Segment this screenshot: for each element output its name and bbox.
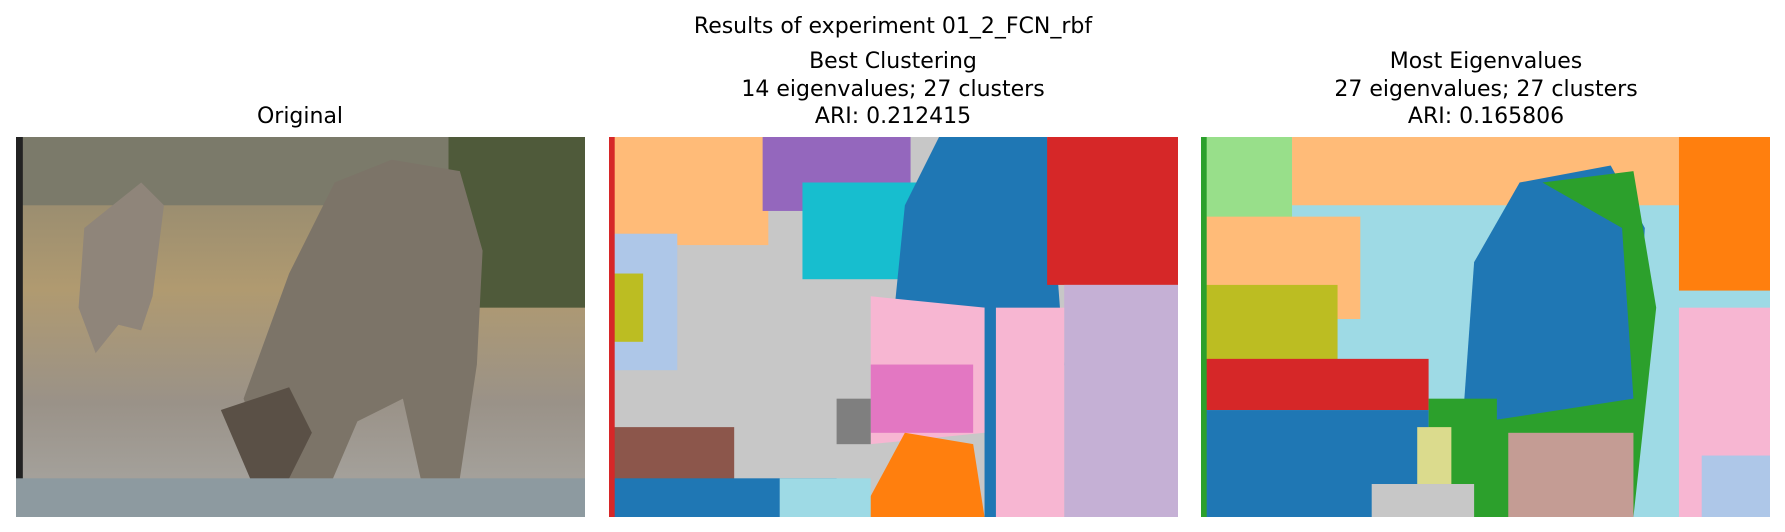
clustering-image — [609, 137, 1178, 517]
panel-title: 27 eigenvalues; 27 clusters — [1334, 77, 1637, 102]
original-image — [16, 137, 585, 517]
panel-title: Most Eigenvalues — [1390, 49, 1583, 74]
figure-title: Results of experiment 01_2_FCN_rbf — [694, 14, 1093, 39]
panel-title: 14 eigenvalues; 27 clusters — [741, 77, 1044, 102]
panel-title: Best Clustering — [809, 49, 977, 74]
clustering-image — [1201, 137, 1770, 517]
panel-title: ARI: 0.165806 — [1408, 104, 1564, 129]
panel-title: Original — [257, 104, 343, 129]
panel-title: ARI: 0.212415 — [815, 104, 971, 129]
